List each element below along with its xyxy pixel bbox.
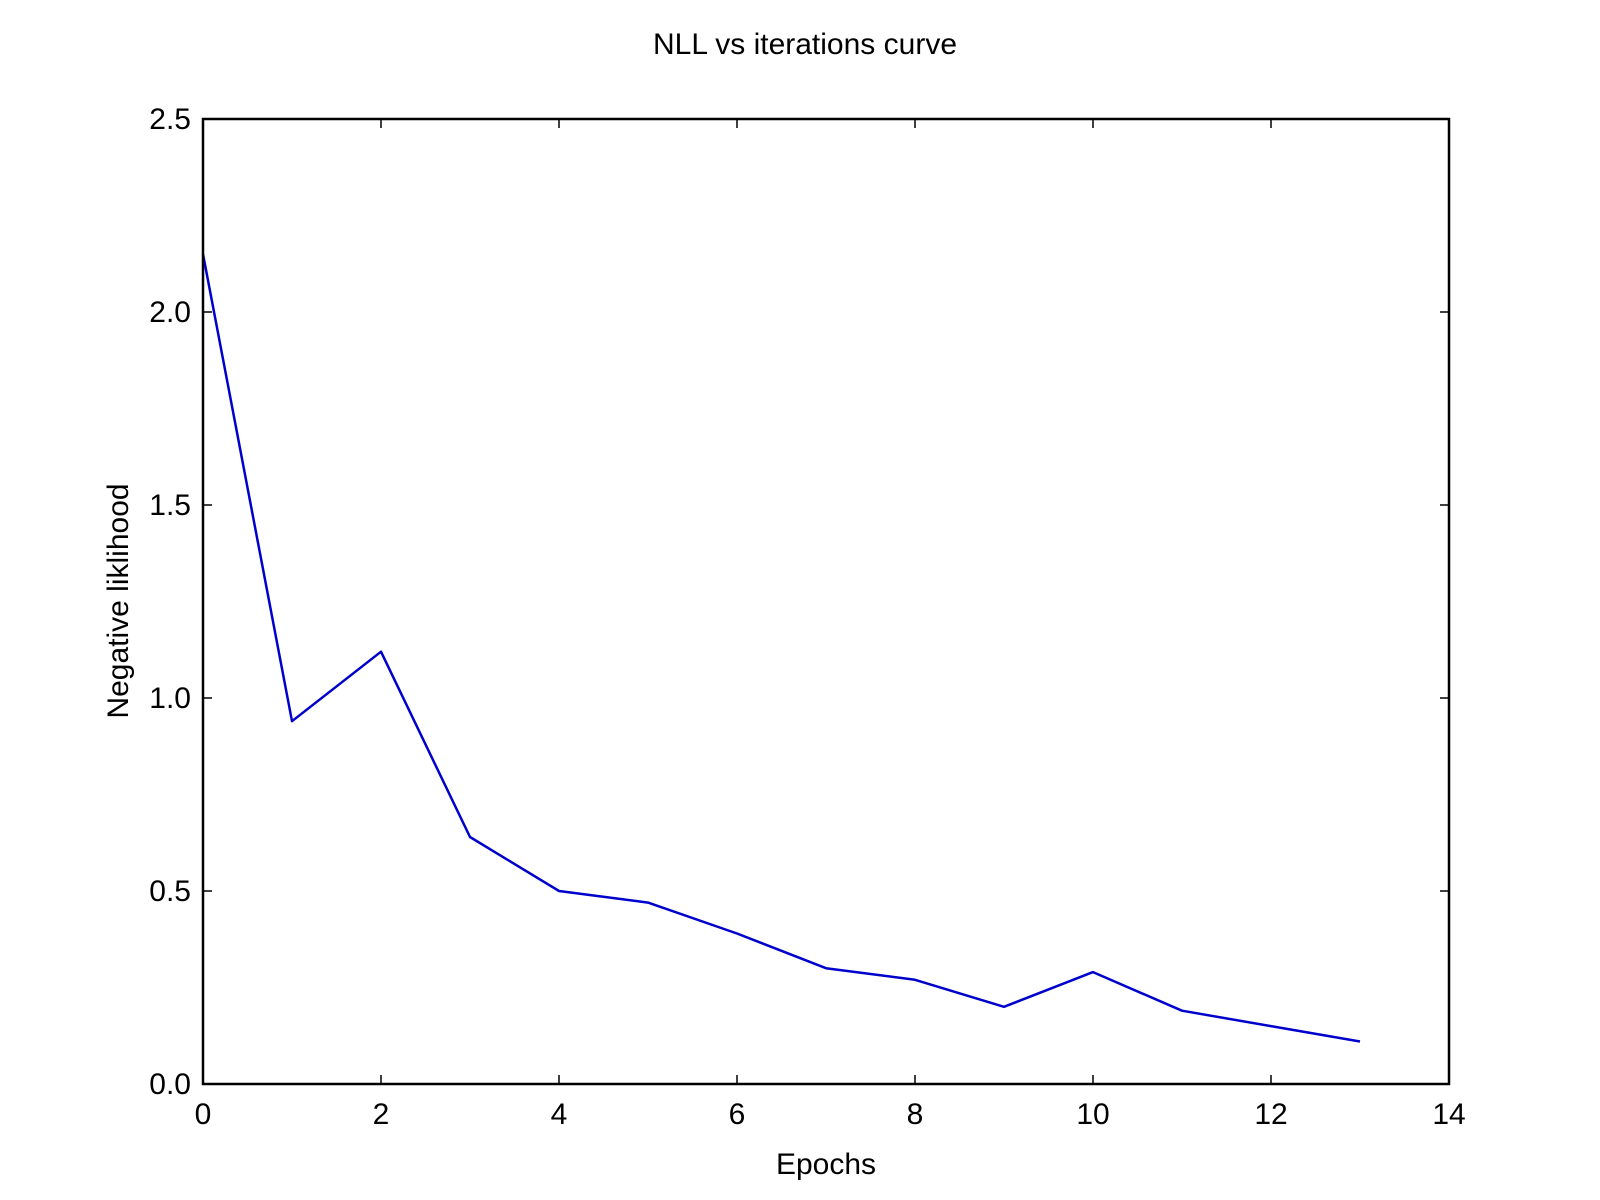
chart-title: NLL vs iterations curve (653, 28, 957, 61)
y-tick-label: 0.0 (149, 1068, 191, 1101)
ticks-layer: 0 2 4 6 8 10 12 14 0.0 0.5 1.0 1.5 2.0 2.5 (149, 103, 1465, 1131)
x-axis-label: Epochs (776, 1148, 876, 1181)
y-tick-label: 2.5 (149, 103, 191, 136)
y-tick-label: 0.5 (149, 875, 191, 908)
plot-frame (201, 117, 1451, 1086)
y-tick-label: 2.0 (149, 296, 191, 329)
x-tick-label: 4 (551, 1098, 568, 1131)
x-tick-label: 6 (729, 1098, 746, 1131)
series-layer (201, 253, 1361, 1043)
x-tick-label: 10 (1076, 1098, 1109, 1131)
x-tick-label: 8 (907, 1098, 924, 1131)
y-tick-label: 1.5 (149, 489, 191, 522)
x-tick-label: 14 (1432, 1098, 1465, 1131)
series-line-0 (201, 253, 1361, 1043)
x-tick-label: 0 (195, 1098, 212, 1131)
y-axis-label: Negative liklihood (102, 483, 135, 718)
y-tick-label: 1.0 (149, 682, 191, 715)
x-tick-label: 12 (1254, 1098, 1287, 1131)
x-tick-label: 2 (373, 1098, 390, 1131)
